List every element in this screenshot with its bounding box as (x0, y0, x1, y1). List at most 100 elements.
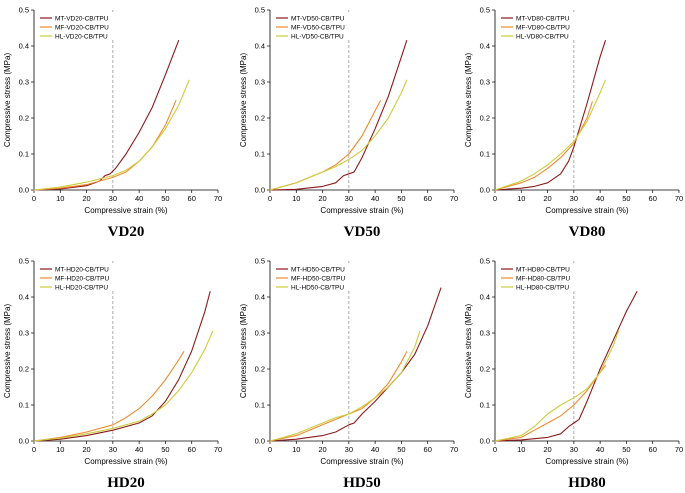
legend-label-mt: MT-VD80-CB/TPU (516, 15, 570, 22)
legend-label-mf: MF-VD20-CB/TPU (55, 24, 109, 31)
legend-label-mt: MT-VD50-CB/TPU (291, 15, 345, 22)
x-axis-label: Compressive strain (%) (320, 457, 403, 466)
legend-label-hl: HL-HD20-CB/TPU (55, 284, 108, 291)
y-tick-label: 0.3 (19, 78, 29, 87)
y-tick-label: 0.2 (255, 365, 265, 374)
x-tick-label: 60 (649, 445, 657, 454)
x-tick-label: 70 (675, 194, 683, 203)
x-tick-label: 20 (543, 194, 551, 203)
x-tick-label: 40 (596, 194, 604, 203)
legend-label-mt: MT-VD20-CB/TPU (55, 15, 109, 22)
x-tick-label: 10 (56, 445, 64, 454)
series-line-mf (494, 364, 606, 442)
y-tick-label: 0.1 (480, 150, 490, 159)
x-axis-label: Compressive strain (%) (84, 457, 167, 466)
y-tick-label: 0.0 (255, 437, 265, 446)
x-tick-label: 40 (135, 445, 143, 454)
chart-panel-hd20: 0 10 20 30 40 50 60 70 0.0 0.1 0.2 0.3 0.4 0.5 Compres… (3, 257, 222, 492)
x-tick-label: 60 (649, 194, 657, 203)
x-tick-label: 10 (517, 194, 525, 203)
series-line-mt (494, 291, 638, 442)
x-tick-label: 60 (188, 445, 196, 454)
x-tick-label: 70 (214, 445, 222, 454)
y-tick-label: 0.5 (480, 257, 490, 266)
legend-label-hl: HL-VD80-CB/TPU (516, 33, 569, 40)
legend-label-hl: HL-VD20-CB/TPU (55, 33, 108, 40)
panel-title: VD20 (108, 224, 145, 240)
x-tick-label: 50 (161, 445, 169, 454)
y-tick-label: 0.1 (19, 150, 29, 159)
chart-panel-hd80: 0 10 20 30 40 50 60 70 0.0 0.1 0.2 0.3 0.4 0.5 Compres… (464, 257, 683, 492)
legend-label-mt: MT-HD50-CB/TPU (291, 266, 345, 273)
x-tick-label: 70 (450, 445, 458, 454)
y-tick-label: 0.2 (19, 114, 29, 123)
x-tick-label: 10 (517, 445, 525, 454)
panel-title: HD50 (343, 475, 381, 491)
x-tick-label: 40 (135, 194, 143, 203)
panel-title: HD80 (568, 475, 606, 491)
legend-label-mt: MT-HD20-CB/TPU (55, 266, 109, 273)
y-tick-label: 0.2 (19, 365, 29, 374)
y-tick-label: 0.0 (19, 186, 29, 195)
x-tick-label: 10 (292, 445, 300, 454)
y-tick-label: 0.0 (19, 437, 29, 446)
y-tick-label: 0.5 (19, 6, 29, 15)
chart-panel-vd80: 0 10 20 30 40 50 60 70 0.0 0.1 0.2 0.3 0.4 0.5 Compres… (464, 6, 683, 241)
series-line-mt (269, 40, 408, 191)
x-tick-label: 0 (268, 445, 272, 454)
legend-box (274, 12, 356, 40)
y-tick-label: 0.5 (480, 6, 490, 15)
x-axis-label: Compressive strain (%) (545, 206, 628, 215)
legend-label-hl: HL-HD50-CB/TPU (291, 284, 344, 291)
legend-box (38, 12, 120, 40)
y-tick-label: 0.4 (480, 293, 490, 302)
chart-panel-vd20: 0 10 20 30 40 50 60 70 0.0 0.1 0.2 0.3 0.4 0.5 Compres… (3, 6, 222, 241)
x-tick-label: 40 (596, 445, 604, 454)
x-tick-label: 60 (424, 445, 432, 454)
x-tick-label: 50 (397, 445, 405, 454)
series-line-hl (494, 79, 606, 191)
y-axis-label: Compressive stress (MPa) (464, 304, 473, 399)
y-tick-label: 0.2 (480, 365, 490, 374)
series-line-mf (269, 351, 408, 442)
series-line-mt (269, 287, 442, 442)
x-tick-label: 30 (109, 194, 117, 203)
x-tick-label: 60 (424, 194, 432, 203)
y-tick-label: 0.3 (255, 329, 265, 338)
x-tick-label: 40 (371, 194, 379, 203)
y-tick-label: 0.4 (480, 42, 490, 51)
y-tick-label: 0.3 (255, 78, 265, 87)
legend-box (274, 263, 356, 291)
x-tick-label: 0 (493, 445, 497, 454)
y-tick-label: 0.1 (480, 401, 490, 410)
x-tick-label: 40 (371, 445, 379, 454)
y-axis-label: Compressive stress (MPa) (239, 53, 248, 148)
x-tick-label: 30 (345, 194, 353, 203)
x-tick-label: 30 (570, 445, 578, 454)
y-tick-label: 0.4 (19, 42, 29, 51)
y-tick-label: 0.5 (255, 257, 265, 266)
series-line-mf (494, 101, 593, 191)
series-line-mt (494, 40, 606, 191)
x-tick-label: 20 (543, 445, 551, 454)
x-tick-label: 50 (622, 194, 630, 203)
y-tick-label: 0.3 (19, 329, 29, 338)
y-tick-label: 0.1 (255, 401, 265, 410)
y-tick-label: 0.2 (255, 114, 265, 123)
x-tick-label: 50 (397, 194, 405, 203)
chart-panel-hd50: 0 10 20 30 40 50 60 70 0.0 0.1 0.2 0.3 0.4 0.5 Compres… (239, 257, 458, 492)
x-tick-label: 30 (109, 445, 117, 454)
y-axis-label: Compressive stress (MPa) (464, 53, 473, 148)
y-tick-label: 0.4 (255, 42, 265, 51)
y-tick-label: 0.3 (480, 78, 490, 87)
legend-label-mf: MF-HD50-CB/TPU (291, 275, 345, 282)
panel-title: VD50 (344, 224, 381, 240)
series-line-mt (33, 291, 211, 442)
series-line-mf (269, 100, 381, 191)
y-tick-label: 0.1 (255, 150, 265, 159)
x-tick-label: 10 (292, 194, 300, 203)
x-tick-label: 10 (56, 194, 64, 203)
x-axis-label: Compressive strain (%) (84, 206, 167, 215)
panel-title: VD80 (569, 224, 606, 240)
